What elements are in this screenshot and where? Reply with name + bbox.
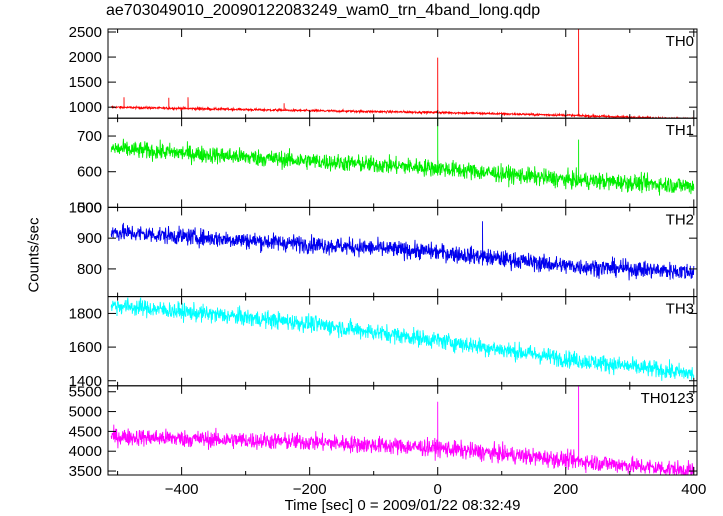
panel-frame-th0 [107, 28, 698, 119]
series-th0 [110, 29, 694, 119]
y-tick-label-th0123: 3500 [69, 463, 102, 480]
chart-title: ae703049010_20090122083249_wam0_trn_4ban… [106, 2, 541, 19]
y-tick-label-th3: 1400 [69, 373, 102, 390]
panel-frame-th0123 [107, 385, 698, 476]
y-tick-label-th0123: 4000 [69, 443, 102, 460]
panel-label-th1: TH1 [666, 122, 694, 139]
x-tick-label: 400 [681, 481, 706, 498]
y-tick-label-th2: 900 [77, 230, 102, 247]
y-tick-label-th0: 2500 [69, 24, 102, 41]
y-tick-label-th0123: 5000 [69, 404, 102, 421]
panel-frame-th2 [107, 206, 698, 298]
series-th0123 [110, 385, 695, 475]
x-tick-label: −400 [165, 481, 199, 498]
y-tick-label-th1: 700 [77, 128, 102, 145]
y-tick-label-th0123: 4500 [69, 423, 102, 440]
y-tick-label-th3: 1600 [69, 339, 102, 356]
y-tick-label-th1: 500 [77, 199, 102, 216]
y-tick-label-th1: 600 [77, 164, 102, 181]
panel-label-th0: TH0 [666, 33, 694, 50]
y-tick-label-th0: 1000 [69, 99, 102, 116]
x-tick-label: 200 [553, 481, 578, 498]
y-tick-label-th0: 2000 [69, 49, 102, 66]
y-tick-label-th0123: 5500 [69, 384, 102, 401]
panel-label-th2: TH2 [666, 211, 694, 228]
series-th3 [110, 296, 695, 381]
x-tick-label: 0 [434, 481, 442, 498]
series-th2 [110, 221, 695, 281]
y-axis-label: Counts/sec [25, 217, 43, 293]
y-tick-label-th0: 1500 [69, 74, 102, 91]
x-axis-label: Time [sec] 0 = 2009/01/22 08:32:49 [284, 497, 521, 514]
y-tick-label-th2: 1000 [69, 199, 102, 216]
panel-label-th0123: TH0123 [641, 390, 694, 407]
y-tick-label-th3: 1800 [69, 305, 102, 322]
x-tick-label: −200 [293, 481, 327, 498]
panel-label-th3: TH3 [666, 301, 694, 318]
series-th1 [110, 118, 695, 196]
y-tick-label-th2: 800 [77, 261, 102, 278]
